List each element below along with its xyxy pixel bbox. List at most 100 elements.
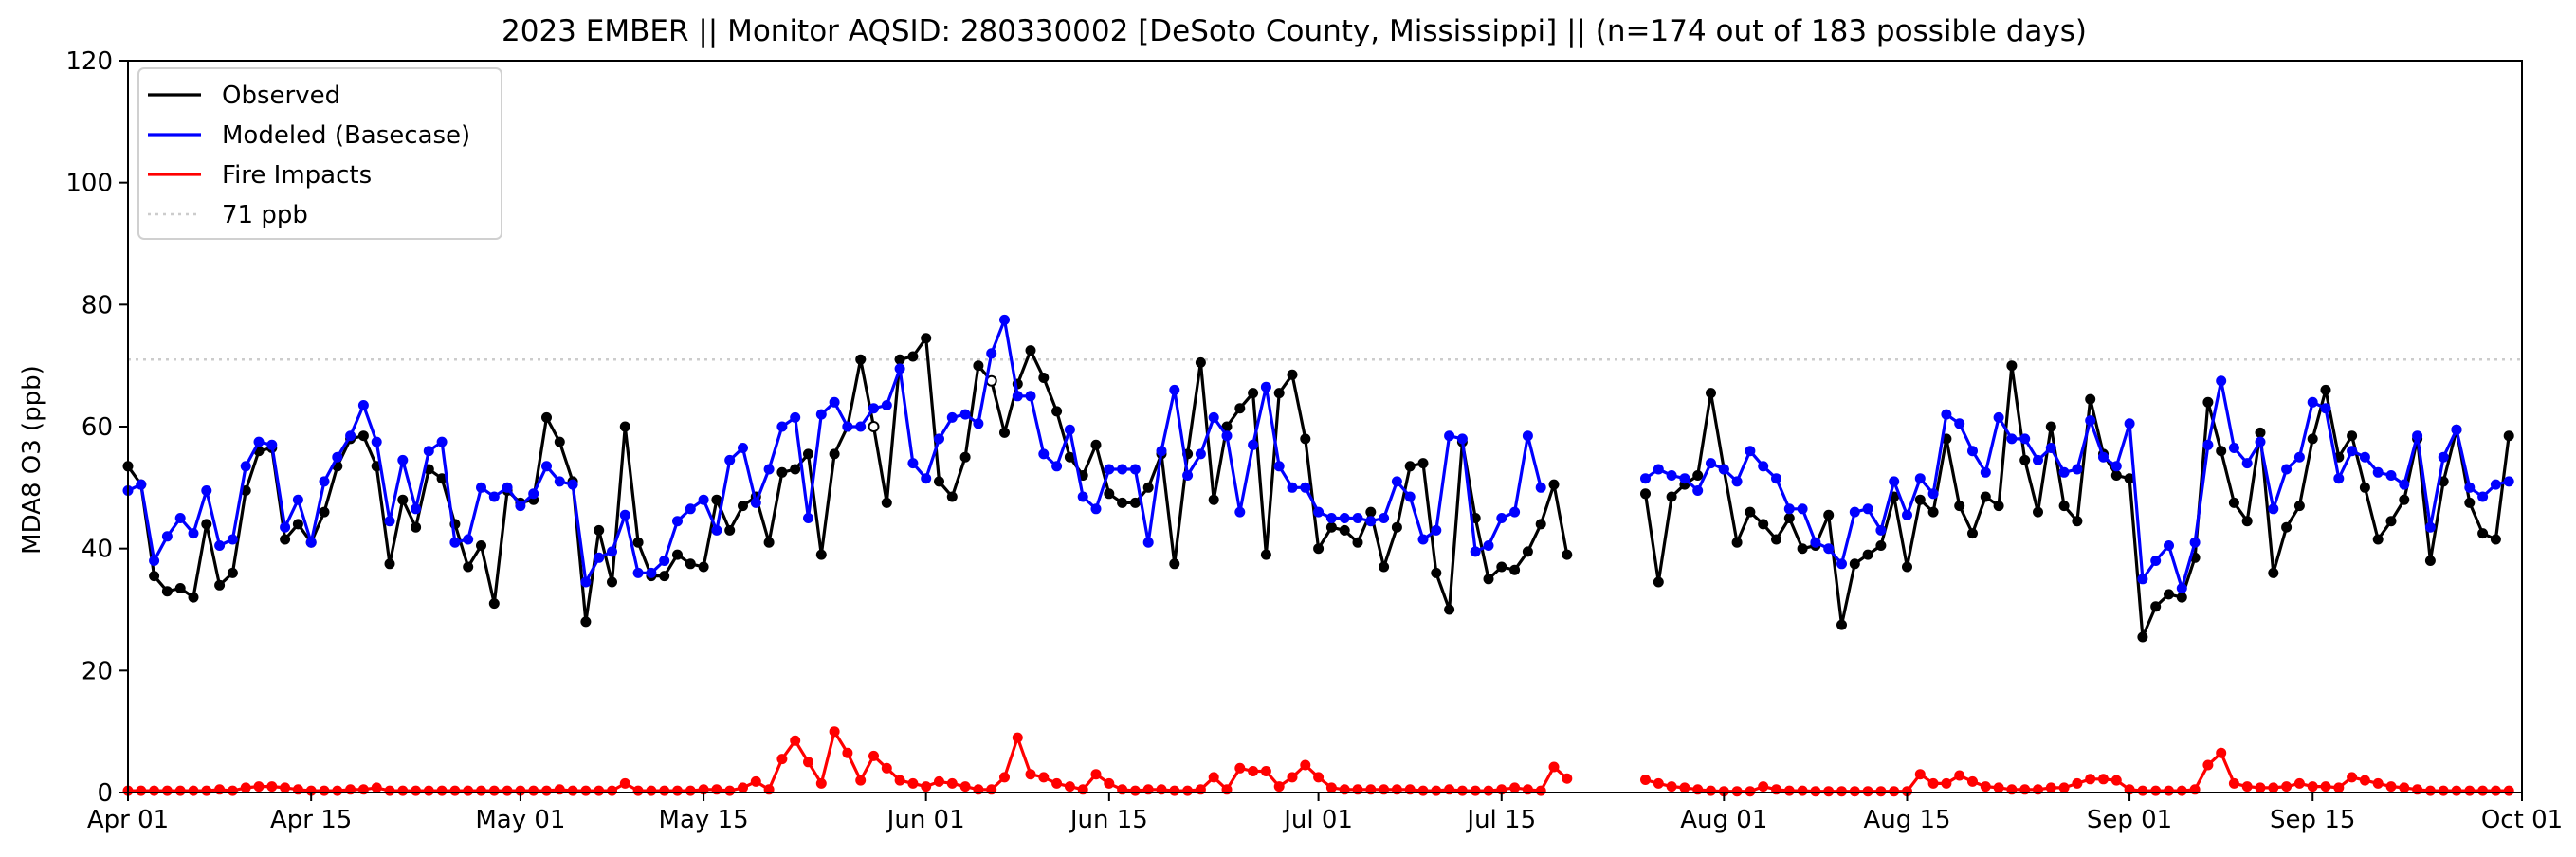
data-point-fire-impacts [646, 785, 657, 796]
data-point-fire-impacts [2333, 782, 2345, 793]
data-point-fire-impacts [1875, 786, 1887, 797]
data-point-modeled-basecase [868, 403, 879, 414]
data-point-fire-impacts [1823, 786, 1835, 797]
data-point-modeled-basecase [1195, 448, 1206, 460]
data-point-fire-impacts [1640, 775, 1651, 785]
data-point-fire-impacts [1090, 769, 1102, 780]
data-point-fire-impacts [2424, 785, 2436, 796]
data-point-fire-impacts [1456, 785, 1468, 796]
data-point-observed [580, 616, 592, 628]
data-point-modeled-basecase [2477, 491, 2489, 502]
data-point-fire-impacts [881, 762, 892, 774]
data-point-modeled-basecase [1339, 513, 1350, 523]
x-tick-label: May 15 [659, 806, 749, 834]
data-point-observed [227, 567, 238, 578]
data-point-fire-impacts [1012, 732, 1023, 743]
data-point-observed [659, 571, 670, 582]
data-point-modeled-basecase [1902, 509, 1912, 520]
data-point-observed [1248, 388, 1259, 399]
data-point-modeled-basecase [1365, 516, 1377, 527]
data-point-modeled-basecase [1156, 446, 1167, 457]
data-point-modeled-basecase [1325, 513, 1337, 523]
data-point-observed [2385, 516, 2397, 527]
data-point-modeled-basecase [1640, 473, 1651, 484]
data-point-modeled-basecase [528, 488, 539, 500]
data-point-modeled-basecase [1470, 546, 1481, 557]
data-point-fire-impacts [659, 785, 670, 796]
data-point-modeled-basecase [1234, 506, 1246, 518]
data-point-observed [1535, 519, 1546, 530]
data-point-fire-impacts [921, 781, 932, 793]
data-point-observed [763, 537, 775, 548]
data-point-modeled-basecase [1692, 485, 1704, 496]
data-point-modeled-basecase [1849, 506, 1860, 518]
data-point-observed [685, 558, 696, 570]
data-point-fire-impacts [790, 735, 801, 746]
data-point-modeled-basecase [1142, 537, 1154, 548]
data-point-modeled-basecase [1496, 513, 1507, 523]
data-point-modeled-basecase [2137, 574, 2148, 585]
data-point-modeled-basecase [934, 433, 944, 445]
data-point-fire-impacts [2477, 785, 2489, 796]
data-point-modeled-basecase [829, 396, 840, 408]
data-point-fire-impacts [1470, 785, 1481, 796]
data-point-modeled-basecase [2006, 433, 2018, 445]
data-point-observed [2085, 393, 2096, 405]
data-point-modeled-basecase [2072, 464, 2083, 475]
data-point-observed [463, 561, 474, 573]
data-point-modeled-basecase [594, 552, 605, 563]
data-point-modeled-basecase [227, 534, 238, 545]
data-point-observed [214, 579, 226, 591]
data-point-modeled-basecase [2241, 458, 2253, 469]
data-point-fire-impacts [1548, 761, 1560, 773]
data-point-fire-impacts [2098, 774, 2109, 785]
data-point-modeled-basecase [1914, 473, 1926, 484]
data-point-observed [1771, 534, 1781, 545]
data-point-observed [1352, 537, 1363, 548]
data-point-observed [790, 464, 801, 475]
data-point-modeled-basecase [2333, 473, 2345, 484]
data-point-fire-impacts [1051, 777, 1063, 789]
data-point-fire-impacts [738, 782, 748, 793]
data-point-modeled-basecase [515, 501, 526, 512]
data-point-observed [2072, 516, 2083, 527]
x-tick-label: Jul 01 [1282, 806, 1353, 834]
data-point-modeled-basecase [1679, 473, 1690, 484]
data-point-modeled-basecase [305, 537, 317, 548]
legend-label: Fire Impacts [222, 161, 372, 190]
data-point-observed [554, 436, 565, 447]
data-point-modeled-basecase [1653, 464, 1664, 475]
data-point-observed [1038, 373, 1050, 383]
data-point-modeled-basecase [449, 537, 461, 548]
data-point-fire-impacts [423, 785, 434, 796]
data-point-fire-impacts [1417, 785, 1429, 796]
data-point-fire-impacts [946, 777, 958, 789]
legend-label: Modeled (Basecase) [222, 121, 470, 150]
data-point-observed [1548, 479, 1560, 490]
data-point-fire-impacts [1927, 777, 1939, 789]
data-point-observed [149, 571, 160, 582]
data-point-fire-impacts [842, 747, 853, 758]
data-point-observed [868, 421, 880, 432]
data-point-modeled-basecase [750, 497, 761, 508]
data-point-modeled-basecase [1666, 470, 1677, 481]
data-point-modeled-basecase [1444, 430, 1455, 442]
data-point-modeled-basecase [2110, 461, 2122, 472]
data-point-fire-impacts [1980, 781, 1991, 793]
data-point-modeled-basecase [1483, 540, 1494, 551]
data-point-modeled-basecase [1745, 446, 1756, 457]
data-point-fire-impacts [2385, 781, 2397, 793]
data-point-observed [1129, 497, 1141, 508]
data-point-modeled-basecase [345, 430, 356, 442]
data-point-modeled-basecase [2058, 466, 2070, 478]
data-point-observed [2033, 506, 2043, 518]
data-point-observed [2477, 528, 2489, 539]
data-point-observed [2490, 534, 2501, 545]
data-point-observed [1339, 524, 1350, 536]
data-point-modeled-basecase [1836, 558, 1847, 570]
data-point-modeled-basecase [763, 464, 775, 475]
data-point-fire-impacts [855, 775, 867, 786]
data-point-observed [724, 524, 736, 536]
data-point-modeled-basecase [1391, 476, 1402, 487]
data-point-modeled-basecase [266, 439, 278, 450]
